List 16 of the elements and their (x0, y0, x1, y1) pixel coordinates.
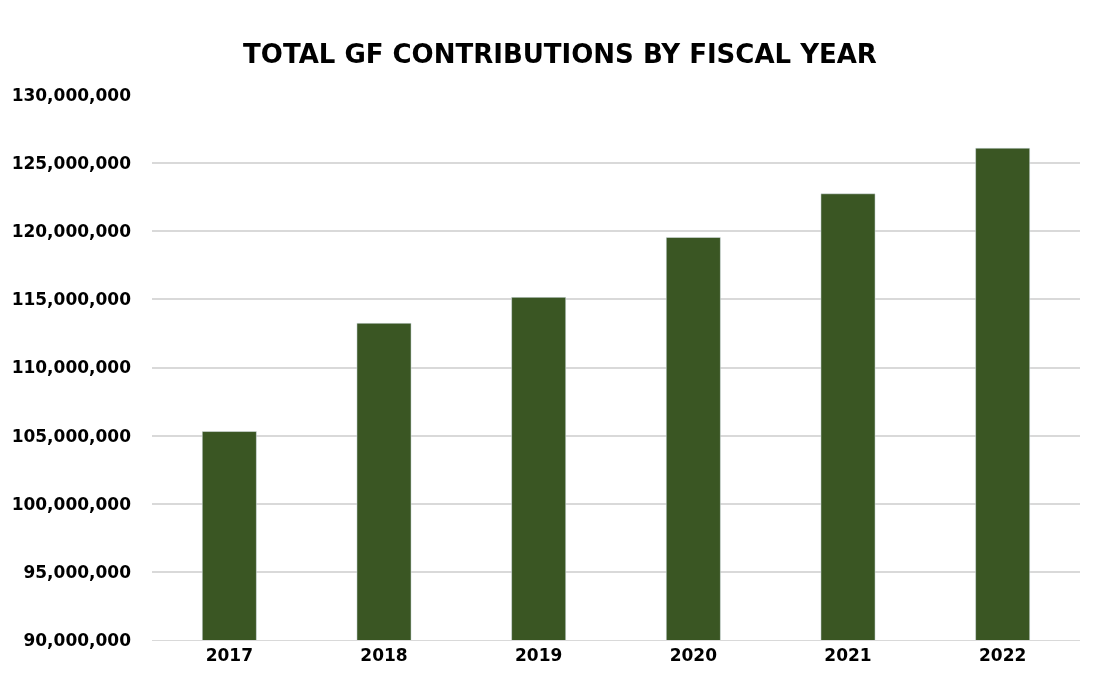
y-tick-label: 100,000,000 (11, 493, 132, 514)
x-tick-label: 2020 (669, 645, 718, 666)
y-tick-label: 115,000,000 (11, 289, 132, 310)
x-tick-label: 2021 (824, 645, 872, 666)
chart-title: TOTAL GF CONTRIBUTIONS BY FISCAL YEAR (243, 39, 877, 70)
y-tick-label: 105,000,000 (11, 425, 132, 446)
y-tick-label: 110,000,000 (11, 357, 132, 378)
x-tick-label: 2017 (205, 645, 253, 666)
x-tick-label: 2018 (360, 645, 408, 666)
x-tick-label: 2022 (979, 645, 1027, 666)
y-tick-label: 95,000,000 (23, 561, 132, 582)
y-tick-label: 125,000,000 (11, 153, 132, 174)
x-tick-label: 2019 (515, 645, 563, 666)
y-tick-label: 90,000,000 (23, 629, 132, 650)
y-tick-label: 120,000,000 (11, 221, 132, 242)
y-tick-label: 130,000,000 (11, 84, 132, 105)
